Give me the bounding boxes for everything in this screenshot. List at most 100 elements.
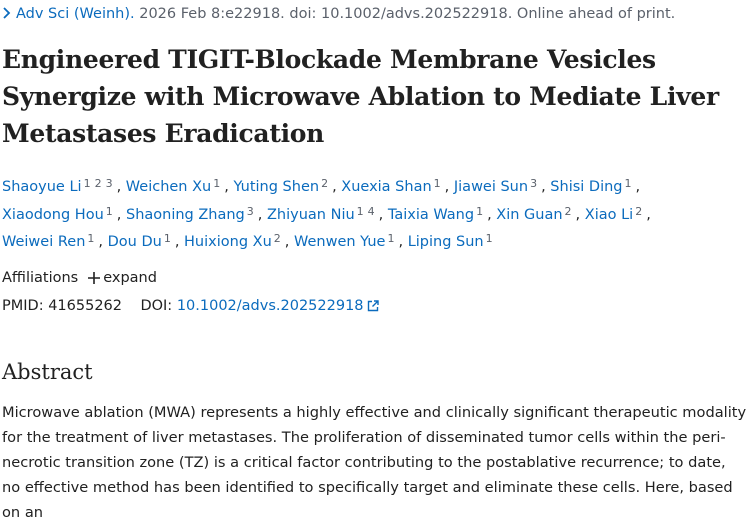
affiliation-number[interactable]: 1	[105, 204, 113, 218]
author-link[interactable]: Xuexia Shan	[341, 179, 432, 195]
separator: ,	[378, 206, 384, 223]
author: Huixiong Xu 2,	[184, 232, 290, 250]
affiliation-number[interactable]: 1	[87, 232, 95, 245]
author-link[interactable]: Xin Guan	[496, 206, 563, 223]
author-list: Shaoyue Li 1 2 3, Weichen Xu 1, Yuting Shen 2…	[2, 172, 747, 255]
affiliation-number[interactable]: 1	[356, 204, 364, 218]
identifiers: PMID: 41655262 DOI: 10.1002/advs.2025229…	[2, 295, 747, 317]
author-link[interactable]: Weichen Xu	[125, 179, 212, 195]
author-link[interactable]: Weiwei Ren	[2, 234, 86, 250]
author: Xuexia Shan 1,	[341, 177, 450, 195]
affiliation-number[interactable]: 1	[213, 177, 221, 190]
affiliation-number[interactable]: 1	[485, 232, 493, 245]
author: Wenwen Yue 1,	[293, 232, 404, 250]
separator: ,	[575, 206, 581, 223]
affiliation-number[interactable]: 2	[564, 204, 572, 218]
affiliation-number[interactable]: 2	[94, 177, 102, 190]
journal-link[interactable]: Adv Sci (Weinh).	[16, 6, 135, 22]
separator: ,	[541, 179, 546, 195]
author: Shisi Ding 1,	[550, 177, 641, 195]
author-link[interactable]: Zhiyuan Niu	[266, 206, 355, 223]
affiliation-number[interactable]: 2	[321, 177, 329, 190]
affiliation-numbers: 1	[625, 177, 636, 190]
affiliation-number[interactable]: 1	[163, 232, 171, 245]
author-link[interactable]: Liping Sun	[407, 234, 484, 250]
affiliation-numbers: 1	[387, 232, 398, 245]
author-link[interactable]: Dou Du	[107, 234, 162, 250]
separator: ,	[332, 179, 337, 195]
affiliation-number[interactable]: 4	[367, 204, 375, 218]
author: Yuting Shen 2,	[233, 177, 337, 195]
separator: ,	[116, 206, 122, 223]
author-link[interactable]: Shaoyue Li	[2, 179, 82, 195]
abstract-text: Microwave ablation (MWA) represents a hi…	[2, 403, 747, 521]
author: Dou Du 1,	[107, 232, 180, 250]
article: Adv Sci (Weinh). 2026 Feb 8:e22918. doi:…	[0, 3, 747, 525]
author-link[interactable]: Jiawei Sun	[453, 179, 529, 195]
separator: ,	[635, 179, 641, 195]
separator: ,	[257, 206, 263, 223]
affiliation-number[interactable]: 1	[433, 177, 441, 190]
affiliation-numbers: 1	[476, 205, 487, 218]
external-link-icon	[367, 299, 379, 311]
author: Shaoning Zhang 3,	[125, 205, 263, 223]
author: Xiao Li 2,	[584, 204, 651, 223]
citation-details: 2026 Feb 8:e22918. doi: 10.1002/advs.202…	[139, 6, 676, 22]
separator: ,	[398, 234, 404, 250]
expand-toggle[interactable]: expand	[103, 269, 157, 286]
author: Zhiyuan Niu 1 4,	[266, 205, 384, 223]
page-body: Adv Sci (Weinh). 2026 Feb 8:e22918. doi:…	[0, 3, 750, 521]
separator: ,	[284, 234, 290, 250]
doi-link[interactable]: 10.1002/advs.202522918	[176, 297, 364, 314]
author-link[interactable]: Huixiong Xu	[184, 234, 272, 250]
author-link[interactable]: Wenwen Yue	[293, 234, 386, 250]
author: Jiawei Sun 3,	[453, 177, 546, 195]
separator: ,	[174, 234, 180, 250]
affiliation-numbers: 3	[247, 205, 258, 218]
affiliation-number[interactable]: 2	[635, 204, 643, 218]
affiliation-numbers: 1	[213, 177, 224, 190]
chevron-icon	[3, 7, 11, 19]
pmid: 41655262	[48, 297, 123, 314]
separator: ,	[98, 234, 103, 250]
author-link[interactable]: Xiaodong Hou	[2, 206, 104, 223]
separator: ,	[646, 206, 651, 223]
affiliation-number[interactable]: 1	[476, 204, 484, 218]
author: Weichen Xu 1,	[125, 177, 229, 195]
affiliation-numbers: 1	[164, 232, 175, 245]
author-link[interactable]: Taixia Wang	[387, 206, 475, 223]
affiliation-number[interactable]: 2	[273, 232, 281, 245]
affiliation-number[interactable]: 1	[83, 177, 91, 190]
affiliation-numbers: 2	[565, 205, 576, 218]
affiliation-numbers: 1	[87, 232, 98, 245]
article-title: Engineered TIGIT-Blockade Membrane Vesic…	[2, 45, 719, 148]
author-link[interactable]: Shisi Ding	[550, 179, 623, 195]
affiliation-numbers: 1	[434, 177, 445, 190]
author-link[interactable]: Shaoning Zhang	[125, 206, 245, 223]
doi-label: DOI:	[140, 297, 173, 314]
affiliations-row: Affiliations expand	[2, 267, 747, 289]
page: PubMed article {"citation": {"journal": …	[0, 3, 750, 521]
affiliation-number[interactable]: 3	[105, 177, 113, 190]
separator: ,	[444, 179, 450, 195]
plus-icon	[88, 271, 101, 284]
affiliation-number[interactable]: 3	[530, 177, 538, 190]
separator: ,	[224, 179, 229, 195]
affiliation-numbers: 2	[321, 177, 332, 190]
affiliation-number[interactable]: 1	[387, 232, 395, 245]
author: Taixia Wang 1,	[387, 205, 492, 223]
affiliation-numbers: 1	[106, 205, 117, 218]
author: Xiaodong Hou 1,	[2, 205, 122, 223]
author-link[interactable]: Xiao Li	[584, 206, 634, 223]
affiliation-numbers: 3	[530, 177, 541, 190]
author: Weiwei Ren 1,	[2, 232, 103, 250]
affiliation-number[interactable]: 1	[624, 177, 632, 190]
author: Xin Guan 2,	[496, 205, 581, 223]
separator: ,	[487, 206, 492, 223]
author: Liping Sun 1	[407, 232, 497, 250]
citation: Adv Sci (Weinh). 2026 Feb 8:e22918. doi:…	[2, 3, 747, 25]
affiliation-number[interactable]: 3	[246, 204, 254, 218]
author-link[interactable]: Yuting Shen	[233, 179, 320, 195]
